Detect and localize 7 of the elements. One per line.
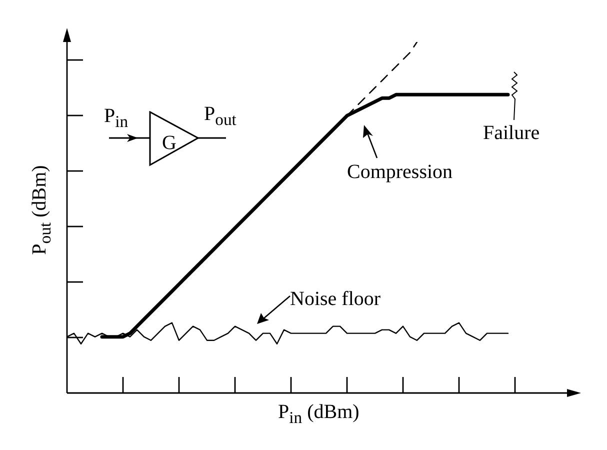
- annotation: P$_{in}$: [104, 105, 128, 131]
- annotation: Compression: [347, 161, 453, 183]
- annotation: Noise floor: [290, 288, 381, 310]
- x-axis-title: P$_{in}$ (dBm): [278, 401, 360, 427]
- annotation: Failure: [483, 122, 540, 144]
- annotation: G: [162, 132, 176, 154]
- annotation: P$_{out}$: [204, 103, 236, 129]
